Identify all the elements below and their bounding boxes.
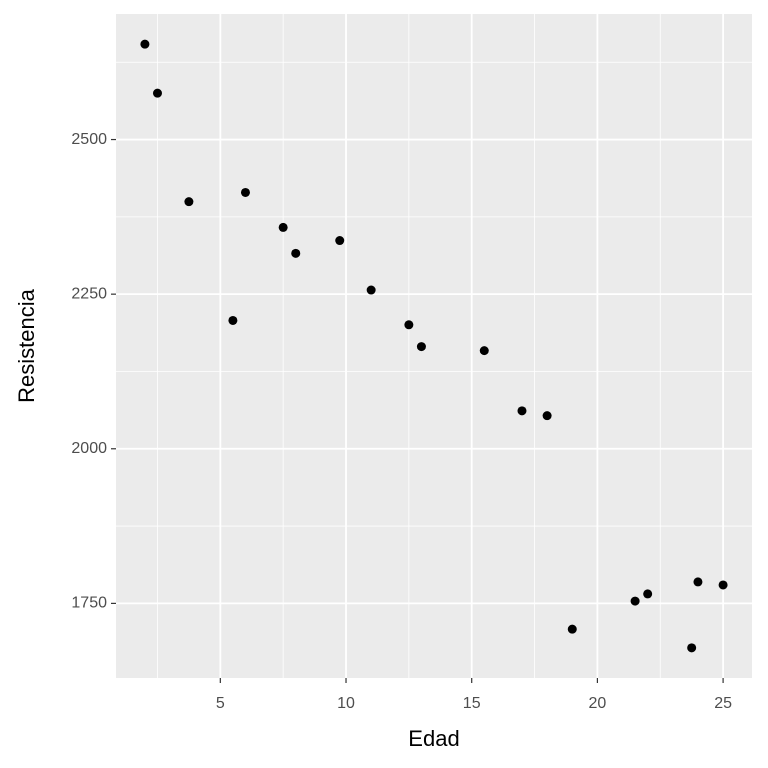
point (184, 197, 194, 207)
point (228, 315, 238, 325)
x-tick-label: 5 (216, 695, 225, 712)
x-tick-label: 10 (337, 695, 355, 712)
panel (116, 14, 752, 678)
point (278, 222, 288, 232)
point (416, 342, 426, 352)
point (404, 320, 414, 330)
x-tick-label: 25 (714, 695, 732, 712)
point (542, 411, 552, 421)
y-tick-label: 2500 (71, 131, 107, 148)
point (718, 580, 728, 590)
point (693, 577, 703, 587)
point (240, 187, 250, 197)
point (479, 346, 489, 356)
x-tick-label: 20 (589, 695, 607, 712)
x-tick-label: 15 (463, 695, 481, 712)
point (687, 643, 697, 653)
point (291, 248, 301, 258)
point (140, 39, 150, 49)
point (517, 406, 527, 416)
point (643, 589, 653, 599)
point (152, 88, 162, 98)
y-axis-title: Resistencia (14, 288, 39, 402)
y-tick-label: 2250 (71, 285, 107, 302)
point (335, 236, 345, 246)
y-tick-label: 1750 (71, 595, 107, 612)
point (630, 596, 640, 606)
point (366, 285, 376, 295)
y-tick-label: 2000 (71, 440, 107, 457)
point (567, 624, 577, 634)
x-axis-title: Edad (408, 726, 459, 751)
